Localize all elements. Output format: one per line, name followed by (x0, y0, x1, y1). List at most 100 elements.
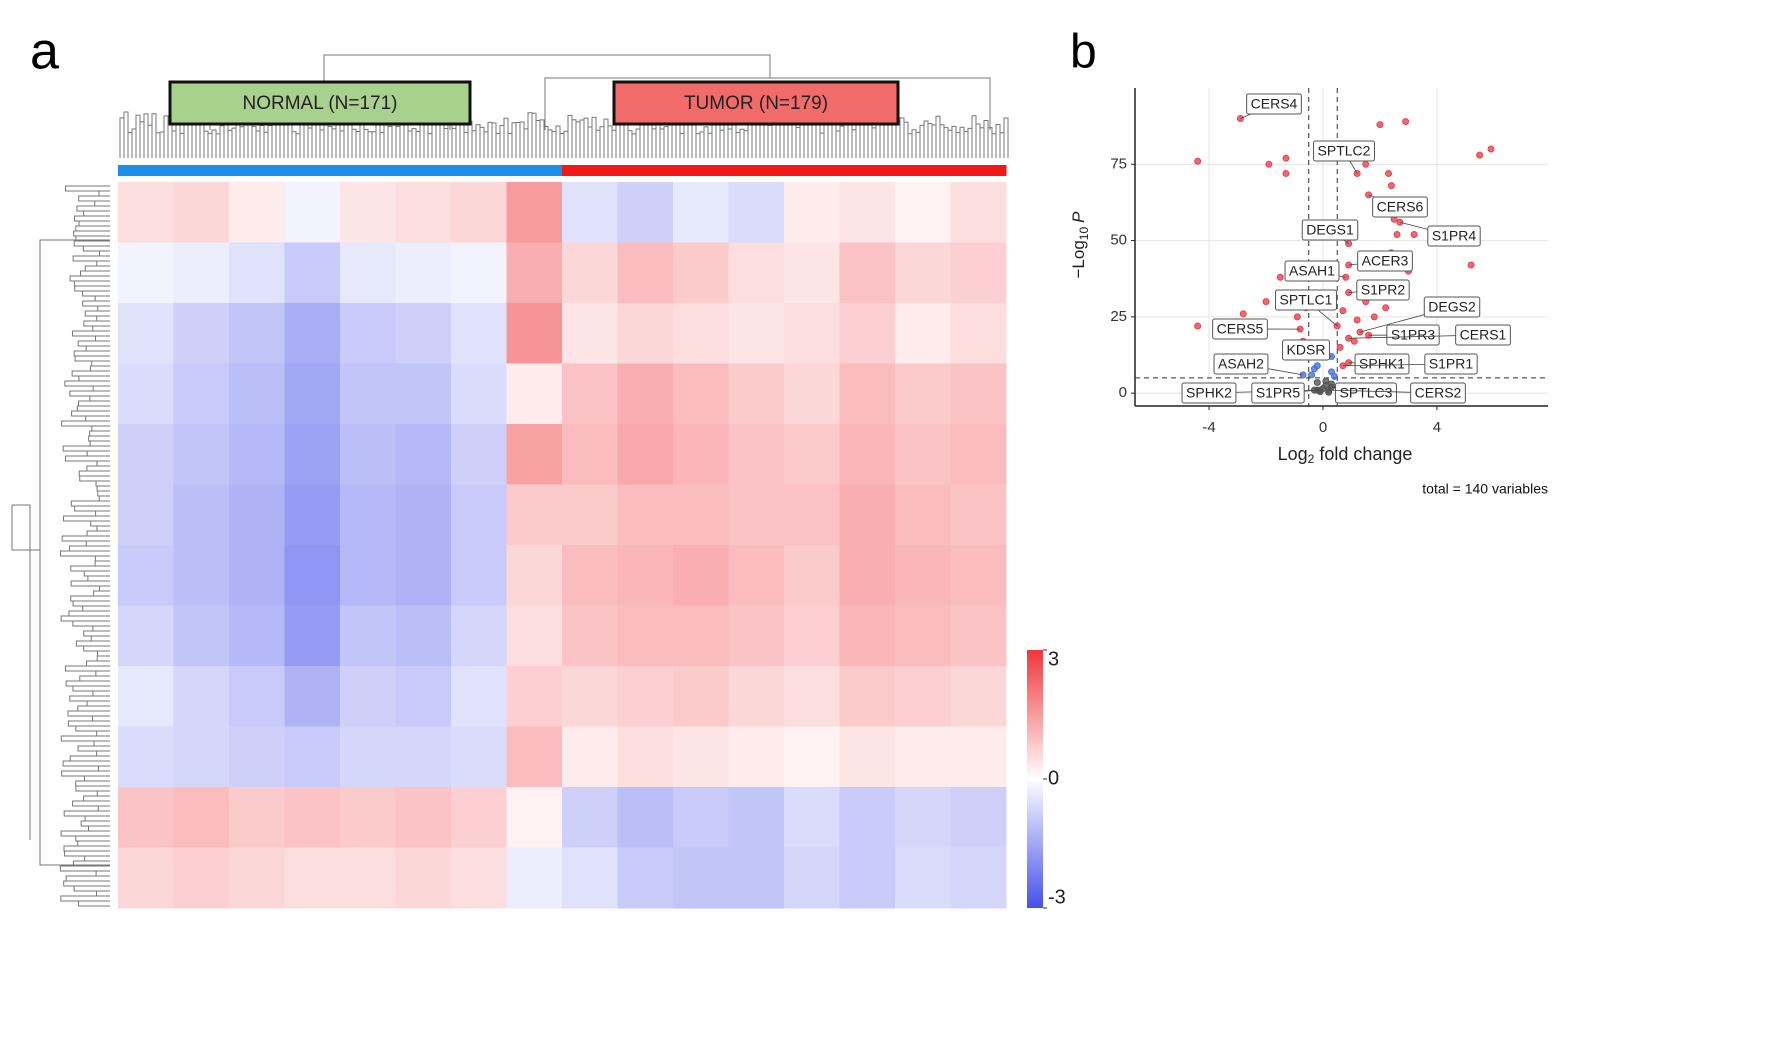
heatmap-cell (173, 787, 230, 848)
point (1336, 343, 1344, 351)
dendrogram-branch (651, 128, 657, 158)
heatmap-cell (229, 545, 285, 606)
heatmap-cell (895, 605, 951, 667)
heatmap-cell (895, 424, 951, 485)
dendrogram-branch (73, 230, 110, 237)
dendrogram-branch (167, 122, 173, 158)
group-bar (506, 165, 563, 176)
dendrogram-branch (679, 133, 685, 158)
heatmap-cell (451, 484, 507, 546)
heatmap-cell (395, 424, 452, 485)
dendrogram-branch (559, 132, 565, 158)
dendrogram-branch (375, 120, 381, 158)
heatmap-cell (895, 787, 951, 848)
heatmap-cell (340, 605, 396, 667)
heatmap-cell (451, 847, 507, 909)
heatmap-cell (340, 666, 396, 727)
dendrogram-branch (999, 132, 1005, 158)
dendrogram-branch (80, 820, 110, 827)
heatmap-cell (118, 363, 174, 425)
heatmap-cell (451, 726, 507, 788)
label-box (1284, 260, 1340, 282)
group-bar (562, 165, 618, 176)
point (1339, 307, 1347, 315)
heatmap-cell (229, 242, 285, 304)
dendrogram-branch (191, 123, 197, 158)
heatmap-cell (895, 484, 951, 546)
heatmap-cell (673, 545, 729, 606)
dendrogram-branch (187, 121, 193, 158)
dendrogram-branch (91, 425, 110, 432)
dendrogram-branch (247, 123, 253, 158)
dendrogram-branch (61, 535, 110, 542)
dendrogram-branch (499, 125, 505, 158)
dendrogram-branch (695, 133, 701, 158)
dendrogram-branch (311, 120, 317, 158)
heatmap-cell (451, 787, 507, 848)
dendrogram-branch (94, 335, 110, 342)
dendrogram-branch (215, 133, 221, 158)
label-box (1424, 353, 1478, 375)
heatmap-cell (562, 363, 618, 425)
dendrogram-branch (72, 800, 110, 807)
dendrogram-branch (96, 315, 110, 322)
y-axis-title: −Log10 P (1069, 211, 1091, 279)
dendrogram-branch (543, 125, 549, 158)
point-label: DEGS2 (1428, 299, 1476, 315)
point-label: S1PR5 (1256, 385, 1301, 401)
dendrogram-branch (63, 845, 110, 852)
dendrogram-branch (351, 128, 357, 158)
dendrogram-branch (415, 130, 421, 158)
heatmap-cell (950, 847, 1007, 909)
heatmap-cell (506, 484, 563, 546)
heatmap-cell (784, 726, 840, 788)
dendrogram-branch (69, 695, 110, 702)
dendrogram-branch (75, 225, 110, 232)
heatmap-cell (284, 726, 341, 788)
dendrogram-branch (92, 385, 110, 392)
heatmap-cell (451, 242, 507, 304)
dendrogram-branch (583, 117, 589, 158)
heatmap-cell (895, 182, 951, 243)
heatmap-cell (173, 605, 230, 667)
dendrogram-branch (64, 455, 110, 462)
dendrogram-branch (70, 500, 110, 507)
dendrogram-branch (83, 645, 110, 652)
dendrogram-branch (751, 119, 757, 158)
dendrogram-branch (63, 810, 110, 817)
dendrogram-branch (76, 205, 110, 212)
dendrogram-branch (84, 265, 110, 272)
dendrogram-branch (155, 132, 161, 158)
dendrogram-branch (571, 119, 577, 158)
dendrogram-branch (587, 126, 593, 158)
dendrogram-branch (599, 126, 605, 158)
heatmap-cell (284, 605, 341, 667)
heatmap-cell (784, 363, 840, 425)
heatmap-cell (229, 182, 285, 243)
color-bar-label: 0 (1048, 767, 1059, 789)
dendrogram-branch (379, 132, 385, 158)
x-tick-label: 4 (1433, 419, 1441, 436)
y-tick-label: 25 (1110, 308, 1127, 325)
heatmap-cell (617, 605, 674, 667)
dendrogram-branch (76, 405, 110, 412)
heatmap-cell (728, 605, 785, 667)
dendrogram-branch (97, 805, 110, 812)
point-label: KDSR (1287, 342, 1326, 358)
heatmap-cell (839, 303, 896, 364)
dendrogram-branch (271, 123, 277, 158)
dendrogram-branch (507, 132, 513, 158)
dendrogram-branch (89, 440, 110, 447)
dendrogram-branch (243, 119, 249, 158)
heatmap-cell (784, 303, 840, 364)
group-label-box (168, 80, 472, 126)
dendrogram-branch (319, 129, 325, 158)
dendrogram-branch (71, 330, 110, 337)
dendrogram-branch (911, 129, 917, 158)
point-label: CERS4 (1251, 96, 1298, 112)
point-label: SPHK2 (1186, 385, 1232, 401)
dendrogram-branch (411, 128, 417, 158)
dendrogram-branch (827, 119, 833, 158)
heatmap-cell (118, 847, 174, 909)
dendrogram-branch (627, 130, 633, 158)
